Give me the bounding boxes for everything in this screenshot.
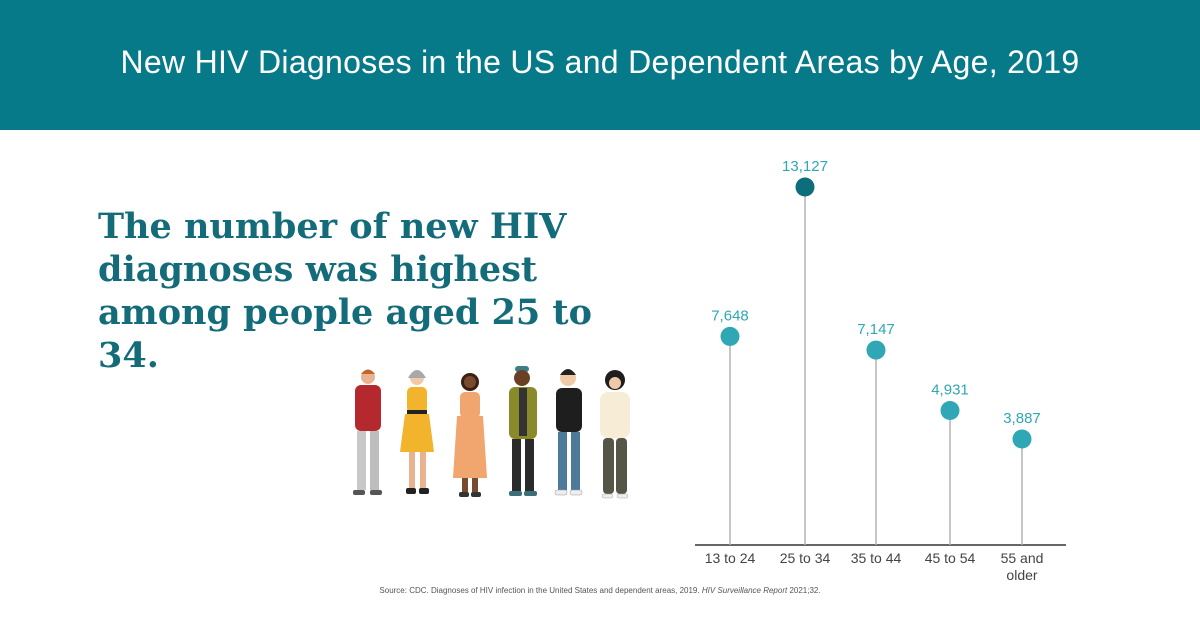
category-label: 55 and — [1001, 550, 1044, 566]
person-figure — [554, 369, 583, 496]
headline: The number of new HIV diagnoses was high… — [98, 206, 592, 376]
source-text: Source: CDC. Diagnoses of HIV infection … — [379, 586, 700, 595]
lollipop-dot — [720, 326, 740, 346]
person-figure — [353, 369, 382, 495]
category-label: 35 to 44 — [851, 550, 902, 566]
category-label: 13 to 24 — [705, 550, 756, 566]
category-label: older — [1006, 567, 1037, 583]
header-banner: New HIV Diagnoses in the US and Dependen… — [0, 0, 1200, 130]
value-label: 7,147 — [857, 321, 895, 338]
page-title: New HIV Diagnoses in the US and Dependen… — [120, 44, 1080, 80]
lollipop-chart: 7,648 13 to 24 13,127 25 to 34 7,147 35 to 44… — [695, 158, 1066, 583]
person-figure — [400, 370, 434, 494]
source-tail: 2021;32. — [789, 586, 821, 595]
lollipop-dot — [795, 177, 815, 197]
person-figure — [453, 373, 487, 497]
lollipop-dot — [940, 401, 960, 421]
category-label: 25 to 34 — [780, 550, 831, 566]
value-label: 7,648 — [711, 307, 749, 324]
value-label: 13,127 — [782, 158, 828, 175]
value-label: 3,887 — [1003, 410, 1041, 427]
people-illustration — [353, 366, 630, 499]
value-label: 4,931 — [931, 382, 969, 399]
lollipop-dot — [866, 340, 886, 360]
source-italic: HIV Surveillance Report — [701, 586, 788, 595]
category-label: 45 to 54 — [925, 550, 976, 566]
person-figure — [509, 366, 537, 496]
lollipop-dot — [1012, 429, 1032, 449]
source-note: Source: CDC. Diagnoses of HIV infection … — [0, 586, 1200, 595]
person-figure — [600, 370, 630, 499]
